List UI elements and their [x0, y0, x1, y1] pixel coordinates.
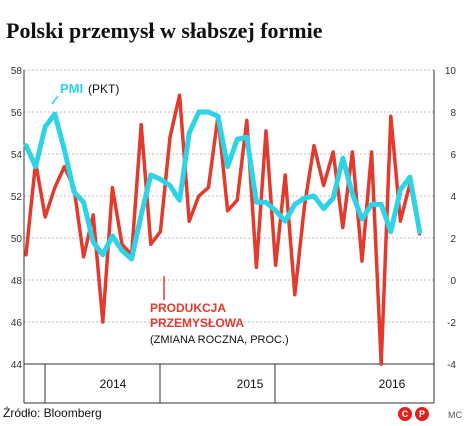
right-axis-tick-label: 2 [450, 234, 456, 245]
x-axis-year-label: 2016 [379, 377, 406, 391]
right-axis-tick-label: 10 [445, 66, 457, 77]
right-axis-tick-label: 0 [450, 276, 456, 287]
pmi-unit-label: (PKT) [88, 82, 119, 96]
page-title: Polski przemysł w słabszej formie [6, 18, 323, 43]
left-axis-tick-label: 44 [11, 360, 23, 371]
publisher-logo: C P [398, 407, 430, 421]
pmi-series-line [23, 109, 423, 262]
pmi-leader-line [51, 95, 59, 105]
left-axis-tick-label: 56 [11, 108, 23, 119]
right-axis-tick-label: -4 [447, 360, 456, 371]
right-axis-tick-label: -2 [447, 318, 456, 329]
axes: 58 56 54 52 50 48 46 44 10 8 6 4 2 0 -2 -4 2014 2015 2016 [11, 66, 457, 404]
production-label-line2: PRZEMYSŁOWA [150, 316, 244, 330]
left-axis-tick-label: 48 [11, 276, 23, 287]
right-axis-tick-label: 6 [450, 150, 456, 161]
x-axis-year-label: 2014 [100, 377, 127, 391]
left-axis-tick-label: 46 [11, 318, 23, 329]
left-axis-tick-label: 52 [11, 192, 23, 203]
logo-letter-c: C [398, 407, 412, 421]
right-axis-tick-label: 4 [450, 192, 456, 203]
production-unit-label: (ZMIANA ROCZNA, PROC.) [150, 334, 289, 346]
logo-letter-p: P [415, 407, 429, 421]
source-note: Źródło: Bloomberg [3, 406, 102, 420]
author-credit: MC [448, 410, 462, 420]
production-label-line1: PRODUKCJA [150, 301, 226, 315]
left-axis-tick-label: 54 [11, 150, 23, 161]
right-axis-tick-label: 8 [450, 108, 456, 119]
pmi-label: PMI [60, 81, 83, 96]
series-lines [23, 93, 423, 366]
left-axis-tick-label: 50 [11, 234, 23, 245]
x-axis-year-label: 2015 [237, 377, 264, 391]
left-axis-tick-label: 58 [11, 66, 23, 77]
production-series-line [24, 93, 422, 366]
